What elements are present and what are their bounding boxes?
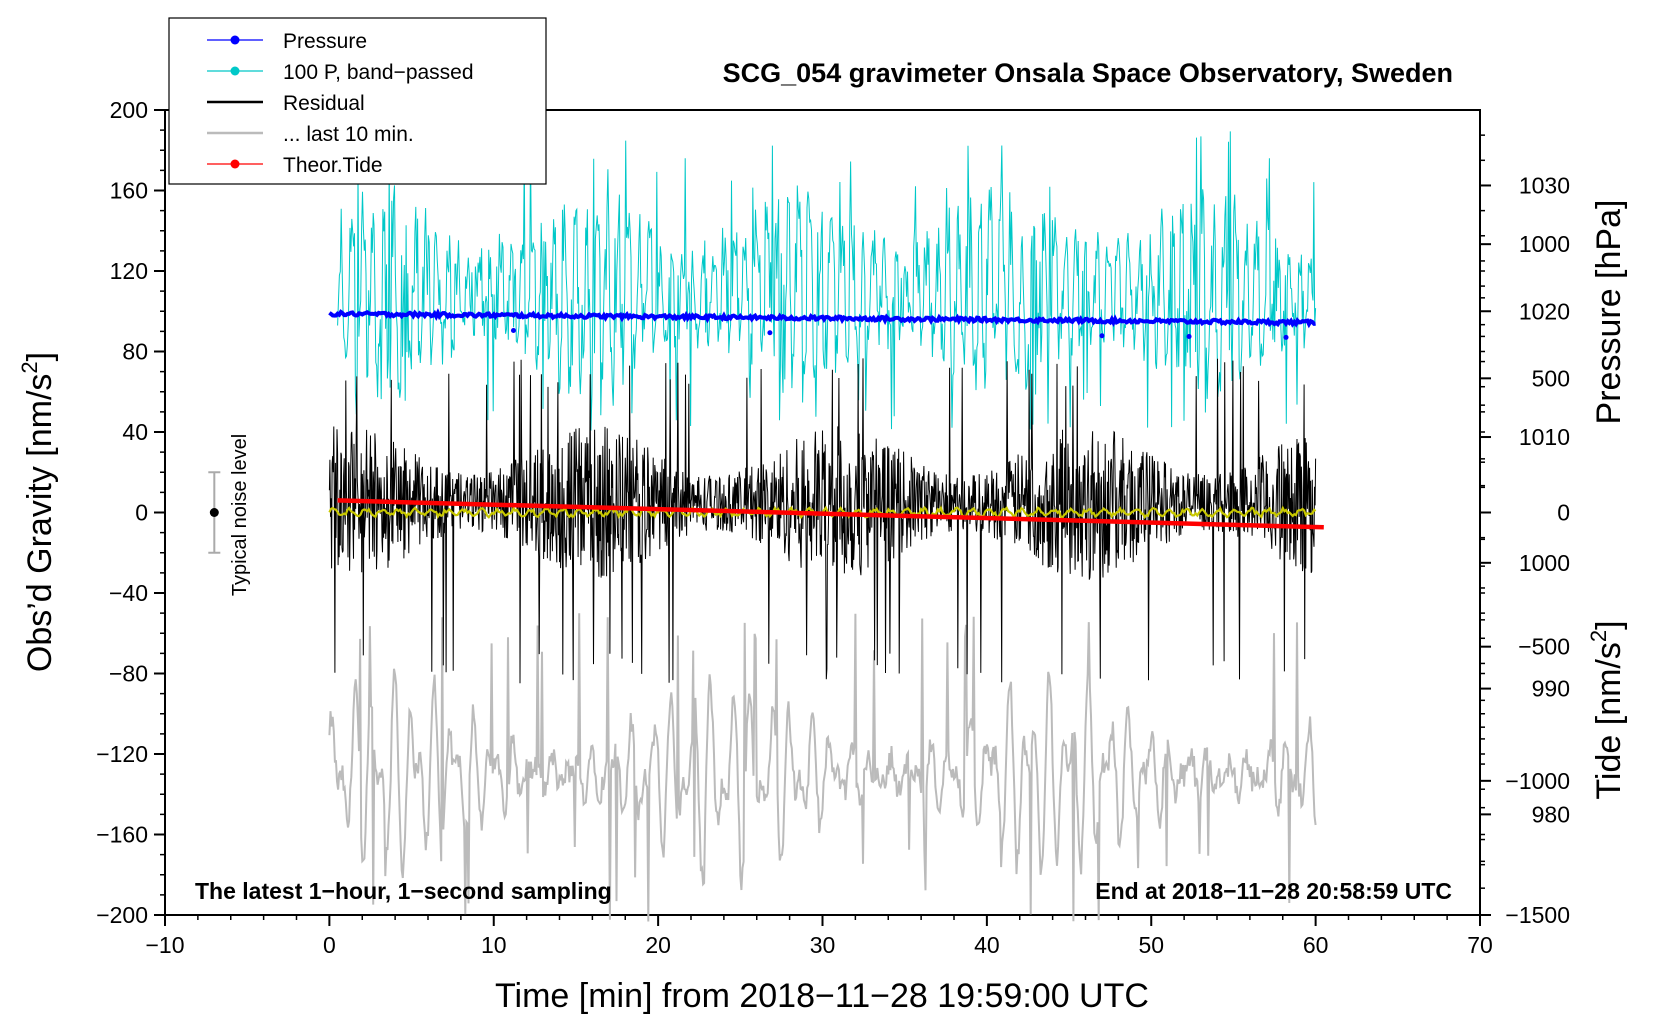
y-left-tick-label: −80 (109, 661, 148, 687)
pressure-tick-label: 1030 (1519, 172, 1570, 198)
noise-level-label: Typical noise level (229, 434, 251, 596)
tide-tick-label: −1500 (1505, 902, 1570, 928)
legend: Pressure 100 P, band−passed Residual ... la… (168, 17, 547, 185)
x-tick-label: −10 (145, 932, 184, 958)
y-left-tick-label: 120 (110, 258, 148, 284)
series-residual (328, 358, 1317, 684)
y-left-tick-label: 160 (110, 178, 148, 204)
x-tick-label: 40 (974, 932, 1000, 958)
legend-label: Pressure (283, 30, 367, 53)
series-layer (328, 131, 1324, 922)
sampling-note: The latest 1−hour, 1−second sampling (195, 878, 612, 904)
x-axis: −10 0 10 20 30 40 50 60 70 (145, 915, 1493, 958)
pressure-outlier-point (1099, 333, 1105, 339)
legend-label: ... last 10 min. (283, 123, 414, 146)
tide-tick-label: 500 (1532, 365, 1570, 391)
y-left-tick-label: −160 (96, 822, 148, 848)
series-band-passed-pressure (337, 131, 1317, 431)
tide-tick-label: 0 (1557, 500, 1570, 526)
y-left-tick-label: −200 (96, 902, 148, 928)
tide-tick-label: −1000 (1505, 768, 1570, 794)
x-tick-label: 70 (1467, 932, 1493, 958)
x-tick-label: 50 (1138, 932, 1164, 958)
pressure-outlier-point (1186, 334, 1192, 340)
legend-label: Theor.Tide (283, 154, 383, 177)
x-axis-title: Time [min] from 2018−11−28 19:59:00 UTC (495, 977, 1149, 1015)
end-time-note: End at 2018−11−28 20:58:59 UTC (1095, 878, 1452, 904)
y-left-tick-label: 80 (122, 339, 148, 365)
tide-tick-label: −500 (1518, 634, 1570, 660)
y-axis-left-title-sup: 2 (17, 361, 42, 373)
series-theoretical-tide (337, 498, 1324, 530)
x-tick-label: 60 (1303, 932, 1329, 958)
pressure-outlier-point (767, 330, 773, 336)
tide-axis-title-sup: 2 (1586, 630, 1611, 642)
y-axis-left-title-main: Obs’d Gravity [nm/s (21, 374, 59, 673)
noise-level-indicator (208, 471, 221, 554)
pressure-axis-title: Pressure [hPa] (1590, 200, 1628, 425)
series-pressure (328, 308, 1316, 329)
y-left-tick-label: −40 (109, 580, 148, 606)
x-tick-label: 20 (645, 932, 671, 958)
pressure-tick-label: 1020 (1519, 298, 1570, 324)
tide-axis-title: Tide [nm/s2] (1586, 620, 1628, 799)
series-last-10-min (328, 613, 1317, 922)
tide-axis-title-main: Tide [nm/s (1590, 642, 1628, 799)
legend-marker (230, 66, 240, 76)
y-axis-right: 1030 1020 1010 1000 990 980 1000 500 0 −500 −1000 −… (1480, 134, 1570, 928)
legend-marker (230, 35, 240, 45)
y-axis-left-title: Obs’d Gravity [nm/s2] (17, 352, 59, 672)
legend-label: Residual (283, 92, 365, 115)
x-tick-label: 30 (810, 932, 836, 958)
pressure-outlier-point (1283, 334, 1289, 340)
legend-marker (230, 159, 240, 169)
y-axis-left: 200 160 120 80 40 0 −40 −80 −120 −160 −200 (96, 97, 165, 928)
y-axis-left-title-end: ] (21, 352, 59, 361)
x-tick-label: 0 (323, 932, 336, 958)
tide-tick-label: 1000 (1519, 231, 1570, 257)
x-tick-label: 10 (481, 932, 507, 958)
pressure-tick-label: 1000 (1519, 550, 1570, 576)
pressure-tick-label: 980 (1532, 801, 1570, 827)
tide-axis-title-end: ] (1590, 620, 1628, 629)
pressure-tick-label: 990 (1532, 676, 1570, 702)
y-left-tick-label: −120 (96, 741, 148, 767)
pressure-tick-label: 1010 (1519, 424, 1570, 450)
y-left-tick-label: 0 (135, 500, 148, 526)
y-left-tick-label: 200 (110, 97, 148, 123)
chart-title: SCG_054 gravimeter Onsala Space Observat… (723, 58, 1453, 88)
y-left-tick-label: 40 (122, 419, 148, 445)
pressure-outlier-point (510, 328, 516, 334)
legend-label: 100 P, band−passed (283, 61, 474, 84)
noise-bar-center-dot (209, 508, 219, 517)
